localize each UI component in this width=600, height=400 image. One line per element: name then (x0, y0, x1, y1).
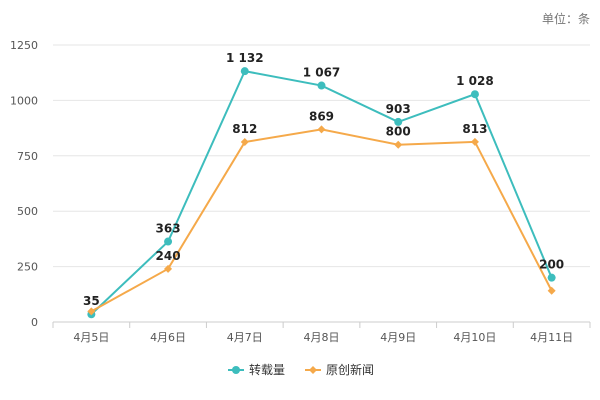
data-point (547, 286, 556, 295)
data-labels: 35 363 1 132 1 067 903 1 028 200 240 812 869 800 81… (83, 51, 564, 308)
data-label: 800 (386, 125, 411, 139)
data-label: 812 (232, 122, 257, 136)
x-axis: 4月5日 4月6日 4月7日 4月8日 4月9日 4月10日 4月11日 (52, 322, 591, 344)
data-point (317, 81, 326, 90)
data-label: 1 067 (303, 66, 341, 80)
legend-item-2[interactable]: 原创新闻 (305, 362, 374, 377)
data-label: 903 (386, 102, 411, 116)
data-point (470, 137, 479, 146)
data-point (87, 307, 96, 316)
y-tick-label: 250 (17, 261, 38, 274)
data-point (240, 67, 249, 76)
unit-label: 单位：条 (542, 11, 590, 26)
y-tick-label: 1250 (10, 39, 38, 52)
data-label: 240 (156, 249, 181, 263)
data-point (394, 140, 403, 149)
x-tick-label: 4月8日 (304, 331, 340, 344)
legend-marker-circle-icon (232, 366, 240, 374)
y-axis: 0 250 500 750 1000 1250 (10, 39, 38, 329)
x-tick-label: 4月5日 (73, 331, 109, 344)
data-point (240, 138, 249, 147)
legend-marker-diamond-icon (309, 366, 317, 374)
series-line-2 (90, 128, 553, 313)
data-label: 1 028 (456, 74, 494, 88)
data-point (547, 273, 556, 282)
data-label: 35 (83, 294, 100, 308)
x-tick-label: 4月10日 (453, 331, 496, 344)
data-label: 869 (309, 109, 334, 123)
data-label: 363 (156, 222, 181, 236)
data-point (394, 117, 403, 126)
x-tick-label: 4月11日 (530, 331, 573, 344)
y-tick-label: 0 (31, 316, 38, 329)
series-group (87, 67, 556, 319)
data-point (164, 237, 173, 246)
x-tick-label: 4月9日 (380, 331, 416, 344)
legend-item-1[interactable]: 转载量 (228, 362, 285, 377)
data-point (164, 264, 173, 273)
x-tick-label: 4月7日 (227, 331, 263, 344)
y-tick-label: 1000 (10, 94, 38, 107)
legend[interactable]: 转载量 原创新闻 (228, 362, 374, 377)
x-tick-label: 4月6日 (150, 331, 186, 344)
data-label: 200 (539, 258, 564, 272)
data-label: 1 132 (226, 51, 264, 65)
legend-label: 原创新闻 (326, 362, 374, 377)
data-label: 813 (462, 122, 487, 136)
y-tick-label: 750 (17, 150, 38, 163)
y-tick-label: 500 (17, 205, 38, 218)
legend-label: 转载量 (249, 362, 285, 377)
data-point (470, 90, 479, 99)
data-point (317, 125, 326, 134)
series-line-1 (90, 70, 553, 315)
